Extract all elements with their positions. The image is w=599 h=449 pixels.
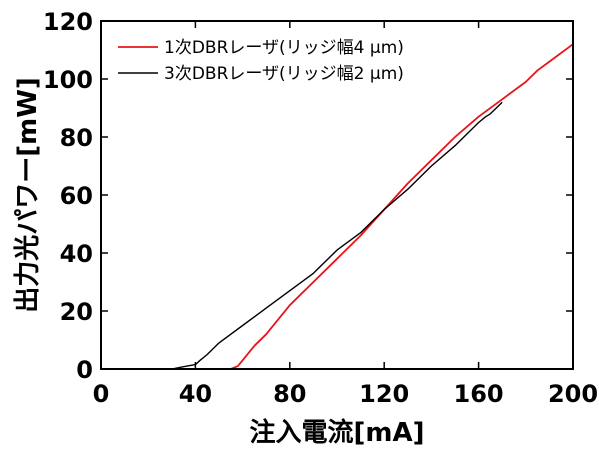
x-tick-label: 200: [548, 380, 598, 408]
y-tick-label: 20: [60, 298, 93, 326]
plot-lines: [101, 44, 573, 369]
x-tick-label: 160: [454, 380, 504, 408]
x-tick-label: 80: [273, 380, 306, 408]
series-line-2: [101, 102, 502, 369]
y-axis-label: 出力光パワー[mW]: [13, 77, 43, 313]
x-tick-label: 120: [359, 380, 409, 408]
series-line-1: [101, 44, 573, 369]
x-axis-label: 注入電流[mA]: [250, 417, 425, 448]
y-tick-label: 60: [60, 182, 93, 210]
x-tick-label: 0: [93, 380, 110, 408]
y-tick-label: 100: [43, 66, 93, 94]
y-tick-label: 80: [60, 124, 93, 152]
legend-label-1: 1次DBRレーザ(リッジ幅4 μm): [164, 38, 404, 58]
y-tick-label: 0: [76, 356, 93, 384]
legend-label-2: 3次DBRレーザ(リッジ幅2 μm): [164, 64, 404, 84]
y-tick-label: 40: [60, 240, 93, 268]
y-tick-label: 120: [43, 8, 93, 36]
x-tick-label: 40: [179, 380, 212, 408]
legend: 1次DBRレーザ(リッジ幅4 μm) 3次DBRレーザ(リッジ幅2 μm): [118, 38, 404, 84]
